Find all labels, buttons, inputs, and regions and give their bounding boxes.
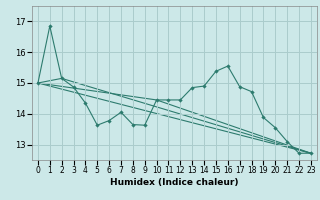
X-axis label: Humidex (Indice chaleur): Humidex (Indice chaleur) xyxy=(110,178,239,187)
